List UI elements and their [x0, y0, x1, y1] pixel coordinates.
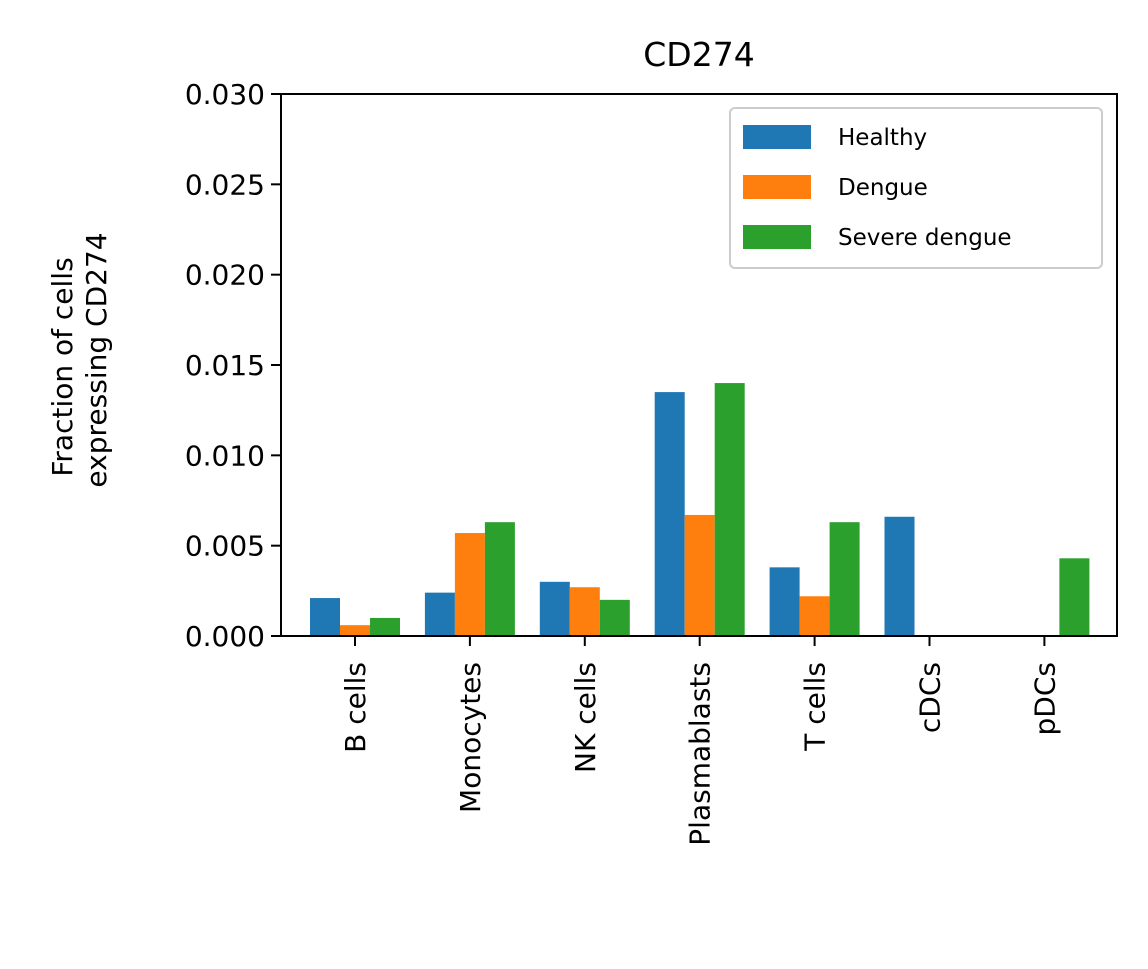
bar-healthy-plasmablasts [654, 392, 685, 636]
y-axis-label-line-1: Fraction of cells [46, 257, 79, 476]
y-tick-label: 0.005 [185, 530, 265, 563]
bar-healthy-cdcs [884, 516, 915, 636]
legend-swatch [743, 175, 811, 199]
plot-frame [280, 93, 1118, 637]
y-axis-label-line-2: expressing CD274 [80, 232, 113, 487]
x-tick-label: pDCs [1028, 662, 1061, 735]
bars-group [310, 383, 1090, 636]
bar-severe-dengue-monocytes [484, 522, 515, 636]
legend-label: Healthy [838, 125, 927, 151]
bar-healthy-monocytes [424, 592, 455, 636]
bar-healthy-nk-cells [539, 581, 570, 636]
x-tick-label: Plasmablasts [684, 662, 717, 846]
bar-severe-dengue-pdcs [1059, 558, 1090, 636]
bar-severe-dengue-plasmablasts [714, 383, 745, 636]
bar-severe-dengue-b-cells [370, 617, 400, 636]
bar-dengue-b-cells [340, 625, 370, 636]
y-tick-label: 0.000 [185, 620, 265, 653]
bar-healthy-t-cells [769, 567, 800, 636]
x-tick-label: Monocytes [454, 662, 487, 813]
legend-swatch [743, 225, 811, 249]
bar-severe-dengue-t-cells [829, 522, 860, 636]
x-tick-label: B cells [339, 662, 372, 753]
y-tick-label: 0.025 [185, 168, 265, 201]
x-tick-label: T cells [799, 662, 832, 752]
bar-dengue-nk-cells [569, 587, 600, 636]
x-tick-label: cDCs [914, 662, 947, 733]
y-tick-label: 0.020 [185, 259, 265, 292]
legend-swatch [743, 125, 811, 149]
y-tick-label: 0.015 [185, 349, 265, 382]
bar-severe-dengue-nk-cells [599, 599, 630, 636]
chart-title: CD274 [643, 35, 754, 74]
x-tick-label: NK cells [569, 662, 602, 773]
x-axis-ticks: B cells Monocytes NK cells Plasmablasts T ce… [339, 636, 1061, 846]
bar-healthy-b-cells [310, 598, 340, 636]
bar-dengue-plasmablasts [684, 514, 715, 636]
legend-label: Dengue [838, 175, 928, 201]
legend-label: Severe dengue [838, 225, 1012, 251]
bar-dengue-monocytes [454, 533, 485, 636]
y-axis-ticks: 0.000 0.005 0.010 0.015 0.020 0.025 0.030 [185, 78, 281, 653]
bar-dengue-t-cells [799, 596, 830, 636]
y-tick-label: 0.030 [185, 78, 265, 111]
y-tick-label: 0.010 [185, 439, 265, 472]
legend-box [729, 107, 1103, 269]
legend: Healthy Dengue Severe dengue [729, 107, 1103, 269]
